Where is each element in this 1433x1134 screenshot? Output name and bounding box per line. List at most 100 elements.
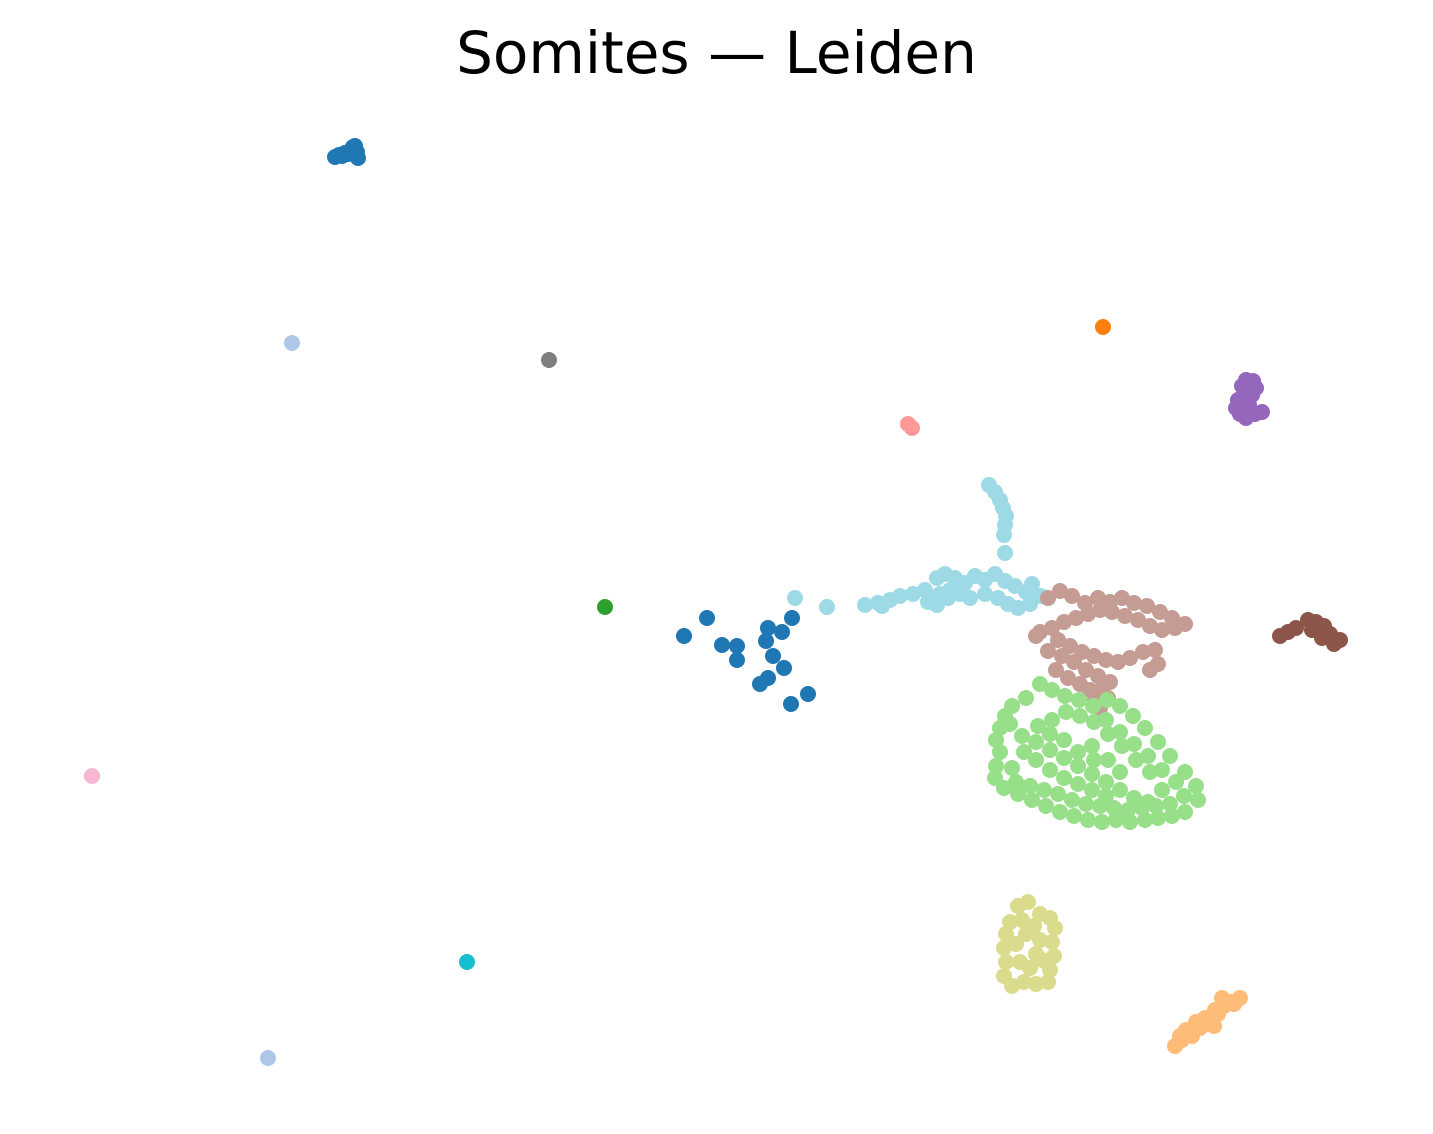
scatter-point (892, 588, 908, 604)
scatter-point (1164, 808, 1180, 824)
scatter-point (1098, 712, 1114, 728)
scatter-point (1094, 814, 1110, 830)
scatter-series-10 (987, 676, 1206, 830)
scatter-point (1080, 812, 1096, 828)
scatter-point (1034, 952, 1050, 968)
scatter-point (1071, 692, 1087, 708)
scatter-point (1028, 734, 1044, 750)
scatter-point (1142, 618, 1158, 634)
scatter-point (1036, 782, 1052, 798)
scatter-point (1044, 712, 1060, 728)
scatter-point (1142, 764, 1158, 780)
scatter-point (1112, 764, 1128, 780)
scatter-point (1040, 643, 1056, 659)
scatter-point (1206, 1018, 1222, 1034)
scatter-point (776, 660, 792, 676)
scatter-series-13 (84, 768, 100, 784)
scatter-point (1135, 644, 1151, 660)
scatter-series-8 (1028, 583, 1193, 716)
scatter-series-11 (996, 894, 1063, 994)
scatter-point (1100, 726, 1116, 742)
scatter-point (1042, 742, 1058, 758)
scatter-point (1140, 748, 1156, 764)
scatter-point (1142, 662, 1158, 678)
scatter-point (1122, 814, 1138, 830)
scatter-point (1150, 810, 1166, 826)
scatter-point (1018, 690, 1034, 706)
scatter-point (1078, 662, 1094, 678)
scatter-point (1084, 782, 1100, 798)
scatter-point (1242, 383, 1258, 399)
scatter-point (1024, 576, 1040, 592)
scatter-point (1064, 792, 1080, 808)
scatter-point (1048, 662, 1064, 678)
scatter-point (1054, 648, 1070, 664)
scatter-point (1194, 1018, 1210, 1034)
scatter-point (1176, 788, 1192, 804)
scatter-point (1137, 720, 1153, 736)
scatter-point (1214, 990, 1230, 1006)
scatter-point (1112, 698, 1128, 714)
scatter-point (787, 590, 803, 606)
scatter-point (1126, 736, 1142, 752)
scatter-point (1056, 614, 1072, 630)
scatter-point (1112, 724, 1128, 740)
scatter-point (1085, 698, 1101, 714)
scatter-point (998, 954, 1014, 970)
scatter-series-2 (541, 352, 557, 368)
scatter-point (1084, 766, 1100, 782)
scatter-point (1184, 1028, 1200, 1044)
scatter-point (260, 1050, 276, 1066)
scatter-series-7 (597, 599, 613, 615)
scatter-point (699, 610, 715, 626)
scatter-point (1014, 728, 1030, 744)
scatter-point (990, 590, 1006, 606)
scatter-point (1058, 704, 1074, 720)
scatter-series-14 (1167, 990, 1248, 1054)
scatter-point (1052, 583, 1068, 599)
scatter-point (729, 638, 745, 654)
scatter-point (819, 599, 835, 615)
scatter-point (1137, 812, 1153, 828)
scatter-point (1052, 804, 1068, 820)
scatter-point (1056, 732, 1072, 748)
scatter-point (758, 633, 774, 649)
scatter-point (1086, 714, 1102, 730)
scatter-point (1150, 734, 1166, 750)
scatter-point (1064, 588, 1080, 604)
scatter-point (774, 624, 790, 640)
scatter-point (1072, 708, 1088, 724)
scatter-series-5 (900, 416, 920, 436)
scatter-point (800, 686, 816, 702)
scatter-point (997, 545, 1013, 561)
scatter-point (1002, 914, 1018, 930)
scatter-point (1086, 752, 1102, 768)
scatter-point (1057, 688, 1073, 704)
scatter-point (1078, 796, 1094, 812)
scatter-point (1014, 912, 1030, 928)
scatter-point (1168, 774, 1184, 790)
scatter-point (459, 954, 475, 970)
scatter-point (987, 770, 1003, 786)
scatter-point (1112, 782, 1128, 798)
scatter-point (1072, 676, 1088, 692)
scatter-point (1134, 800, 1150, 816)
scatter-point (1060, 670, 1076, 686)
scatter-point (1098, 652, 1114, 668)
scatter-point (1047, 920, 1063, 936)
scatter-point (1139, 598, 1155, 614)
scatter-point (284, 335, 300, 351)
scatter-series-3 (1095, 319, 1111, 335)
scatter-point (1028, 752, 1044, 768)
scatter-point (1050, 786, 1066, 802)
scatter-point (1288, 620, 1304, 636)
scatter-point (1090, 668, 1106, 684)
scatter-point (1177, 804, 1193, 820)
scatter-point (1042, 726, 1058, 742)
scatter-point (541, 352, 557, 368)
scatter-point (1044, 682, 1060, 698)
scatter-point (1162, 748, 1178, 764)
scatter-point (1167, 620, 1183, 636)
scatter-point (1095, 319, 1111, 335)
